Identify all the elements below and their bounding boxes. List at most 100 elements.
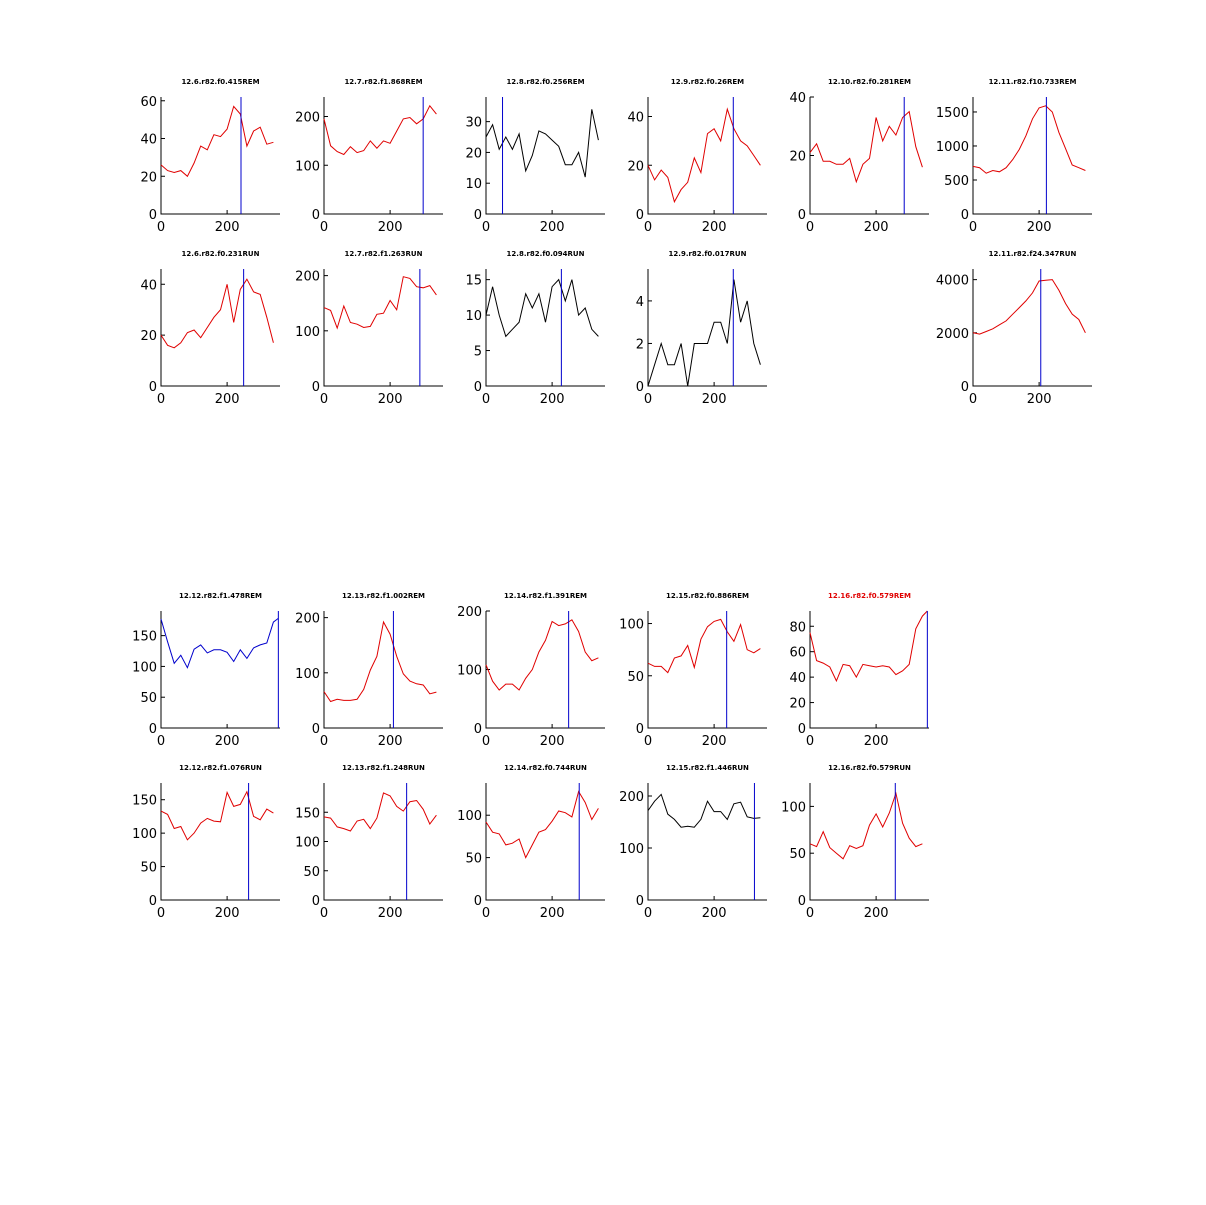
y-tick-label: 40 (627, 111, 644, 126)
series-line (485, 109, 599, 178)
y-tick-label: 2000 (936, 327, 969, 342)
y-tick-label: 0 (798, 208, 806, 223)
y-tick-label: 40 (140, 278, 157, 293)
series-line (809, 791, 923, 860)
y-tick-label: 60 (789, 646, 806, 661)
y-tick-label: 100 (295, 325, 320, 340)
y-tick-label: 150 (295, 806, 320, 821)
subplot-0: 12.6.r82.f0.415REM 0 20 40 60 0 200 (140, 78, 280, 235)
y-tick-label: 20 (140, 329, 157, 344)
y-tick-label: 0 (961, 208, 969, 223)
axes (485, 611, 605, 729)
subplot-title: 12.11.r82.f10.733REM (989, 78, 1077, 86)
axes (647, 97, 767, 215)
y-tick-label: 0 (312, 380, 320, 395)
x-tick-label: 0 (157, 392, 165, 407)
axes (160, 611, 280, 729)
y-tick-label: 0 (474, 208, 482, 223)
x-tick-label: 200 (378, 734, 403, 749)
y-tick-label: 0 (149, 380, 157, 395)
y-tick-label: 40 (789, 671, 806, 686)
x-tick-label: 0 (157, 906, 165, 921)
series-line (485, 278, 599, 338)
series-line (972, 279, 1086, 335)
subplot-16: 12.16.r82.f0.579REM 0 20 40 60 80 0 200 (789, 592, 929, 749)
y-tick-label: 0 (149, 722, 157, 737)
series-line (160, 105, 274, 178)
x-tick-label: 0 (157, 220, 165, 235)
subplot-21: 12.15.r82.f1.446RUN 0 100 200 0 200 (619, 764, 767, 921)
y-tick-label: 100 (457, 664, 482, 679)
x-tick-label: 200 (864, 220, 889, 235)
subplot-title: 12.9.r82.f0.017RUN (669, 250, 747, 258)
axes (647, 611, 767, 729)
y-tick-label: 20 (789, 150, 806, 165)
subplot-title: 12.14.r82.f0.744RUN (504, 764, 587, 772)
x-tick-label: 200 (702, 734, 727, 749)
x-tick-label: 200 (702, 220, 727, 235)
subplot-title: 12.8.r82.f0.094RUN (507, 250, 585, 258)
y-tick-label: 0 (636, 208, 644, 223)
x-tick-label: 0 (644, 220, 652, 235)
subplot-title: 12.11.r82.f24.347RUN (989, 250, 1077, 258)
x-tick-label: 200 (215, 906, 240, 921)
x-tick-label: 0 (806, 906, 814, 921)
x-tick-label: 0 (482, 906, 490, 921)
y-tick-label: 40 (789, 91, 806, 106)
x-tick-label: 200 (1027, 392, 1052, 407)
y-tick-label: 50 (140, 861, 157, 876)
x-tick-label: 200 (540, 906, 565, 921)
x-tick-label: 0 (482, 220, 490, 235)
subplot-title: 12.9.r82.f0.26REM (671, 78, 744, 86)
y-tick-label: 1000 (936, 140, 969, 155)
x-tick-label: 0 (320, 220, 328, 235)
axes (323, 611, 443, 729)
axes (809, 783, 929, 901)
series-line (323, 104, 437, 156)
y-tick-label: 100 (619, 618, 644, 633)
y-tick-label: 50 (465, 852, 482, 867)
y-tick-label: 15 (465, 274, 482, 289)
x-tick-label: 200 (378, 906, 403, 921)
x-tick-label: 200 (540, 220, 565, 235)
x-tick-label: 200 (540, 734, 565, 749)
y-tick-label: 50 (303, 865, 320, 880)
y-tick-label: 0 (798, 722, 806, 737)
y-tick-label: 200 (295, 270, 320, 285)
subplot-title: 12.7.r82.f1.263RUN (345, 250, 423, 258)
x-tick-label: 200 (864, 906, 889, 921)
subplot-title: 12.16.r82.f0.579REM (828, 592, 911, 600)
y-tick-label: 0 (149, 894, 157, 909)
subplot-19: 12.13.r82.f1.248RUN 0 50 100 150 0 200 (295, 764, 443, 921)
y-tick-label: 80 (789, 620, 806, 635)
subplot-1: 12.7.r82.f1.868REM 0 100 200 0 200 (295, 78, 443, 235)
y-tick-label: 20 (465, 146, 482, 161)
x-tick-label: 0 (157, 734, 165, 749)
y-tick-label: 0 (474, 380, 482, 395)
y-tick-label: 200 (457, 605, 482, 620)
x-tick-label: 0 (644, 734, 652, 749)
axes (160, 97, 280, 215)
subplot-title: 12.12.r82.f1.478REM (179, 592, 262, 600)
subplot-14: 12.14.r82.f1.391REM 0 100 200 0 200 (457, 592, 605, 749)
x-tick-label: 200 (864, 734, 889, 749)
subplot-title: 12.13.r82.f1.002REM (342, 592, 425, 600)
subplot-2: 12.8.r82.f0.256REM 0 10 20 30 0 200 (465, 78, 605, 235)
x-tick-label: 200 (702, 392, 727, 407)
y-tick-label: 150 (132, 794, 157, 809)
subplot-title: 12.6.r82.f0.231RUN (182, 250, 260, 258)
series-line (160, 278, 274, 349)
x-tick-label: 0 (320, 734, 328, 749)
y-tick-label: 100 (295, 667, 320, 682)
y-tick-label: 4000 (936, 274, 969, 289)
subplot-5: 12.11.r82.f10.733REM 0 500 1000 1500 0 200 (936, 78, 1092, 235)
subplot-title: 12.16.r82.f0.579RUN (828, 764, 911, 772)
y-tick-label: 100 (457, 809, 482, 824)
y-tick-label: 5 (474, 345, 482, 360)
x-tick-label: 200 (215, 734, 240, 749)
subplot-3: 12.9.r82.f0.26REM 0 20 40 0 200 (627, 78, 767, 235)
y-tick-label: 200 (295, 111, 320, 126)
x-tick-label: 200 (702, 906, 727, 921)
y-tick-label: 50 (627, 670, 644, 685)
series-line (809, 610, 928, 683)
